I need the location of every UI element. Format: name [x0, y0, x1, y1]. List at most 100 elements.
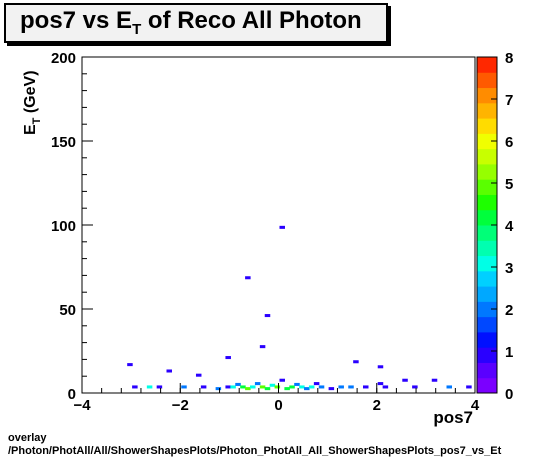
color-scale-swatch: [477, 72, 497, 89]
chart: −4 −2 0 2 4 0 50 100 150 200 0 1 2 3 4 5 6 7 8 pos7 ET (G…: [22, 50, 514, 427]
heatmap-cell: [338, 385, 344, 389]
x-tick-label: 4: [471, 397, 480, 414]
color-scale-swatch: [477, 347, 497, 363]
plot-frame: [81, 56, 476, 394]
heatmap-cell: [245, 276, 251, 280]
z-tick-label: 5: [505, 176, 513, 193]
heatmap-cell: [299, 385, 305, 389]
y-axis-label: ET (GeV): [22, 70, 43, 135]
heatmap-cell: [127, 363, 133, 367]
heatmap-cell: [166, 369, 172, 373]
heatmap-cell: [348, 385, 354, 389]
heatmap-cell: [377, 382, 384, 386]
heatmap-cell: [259, 345, 266, 349]
heatmap-cell: [259, 385, 266, 389]
y-tick-label: 200: [51, 50, 76, 67]
heatmap-cell: [215, 387, 222, 391]
heatmap-cell: [264, 314, 271, 318]
z-tick-label: 0: [505, 386, 513, 403]
footer-line-2: /Photon/PhotAll/All/ShowerShapesPlots/Ph…: [8, 445, 502, 457]
x-tick-label: −4: [73, 397, 91, 414]
heatmap-cell: [279, 225, 285, 229]
heatmap-cell: [402, 378, 408, 382]
color-scale-swatch: [477, 209, 497, 226]
heatmap-cell: [235, 382, 241, 386]
y-tick-label: 100: [51, 218, 76, 235]
heatmap-cell: [466, 385, 472, 389]
color-scale-swatch: [477, 225, 497, 241]
heatmap-cell: [382, 385, 389, 389]
heatmap-cell: [313, 382, 320, 386]
heatmap-cell: [225, 385, 231, 389]
color-scale-swatch: [477, 331, 497, 348]
heatmap-cell: [377, 365, 384, 369]
heatmap-cell: [254, 382, 261, 386]
z-tick-label: 6: [505, 134, 513, 151]
z-tick-label: 2: [505, 302, 513, 319]
heatmap-cell: [269, 383, 276, 387]
color-scale-swatch: [477, 270, 497, 287]
heatmap-cell: [431, 378, 438, 382]
heatmap-cell: [250, 385, 256, 389]
x-tick-label: 2: [373, 397, 381, 414]
color-scale-swatch: [477, 148, 497, 165]
heatmap-cell: [412, 385, 418, 389]
heatmap-cell: [274, 385, 281, 389]
color-scale-swatch: [477, 286, 497, 302]
z-tick-label: 1: [505, 344, 513, 361]
color-scale-swatch: [477, 179, 497, 195]
color-scale-swatch: [477, 255, 497, 272]
heatmap-cell: [353, 360, 359, 364]
color-scale-swatch: [477, 194, 497, 211]
axes: −4 −2 0 2 4 0 50 100 150 200: [51, 50, 480, 414]
color-scale-swatch: [477, 301, 497, 318]
y-tick-label: 0: [68, 386, 76, 403]
color-scale-swatch: [477, 102, 497, 119]
color-scale-swatch: [477, 362, 497, 379]
z-tick-label: 7: [505, 92, 513, 109]
z-tick-label: 8: [505, 50, 513, 67]
heatmap-cell: [446, 385, 453, 389]
y-tick-label: 150: [51, 134, 76, 151]
y-tick-label: 50: [59, 302, 76, 319]
heatmap-cell: [181, 385, 187, 389]
heatmap-cell: [304, 387, 310, 391]
color-scale-swatch: [477, 133, 497, 150]
color-scale-swatch: [477, 240, 497, 257]
footer-line-1: overlay: [8, 432, 47, 444]
color-scale-swatch: [477, 377, 497, 394]
heatmap-cell: [225, 356, 231, 360]
heatmap-cell: [200, 385, 207, 389]
color-scale-swatch: [477, 316, 497, 333]
x-tick-label: −2: [172, 397, 189, 414]
heatmap-cell: [195, 373, 202, 377]
heatmap-cell: [284, 387, 290, 391]
heatmap-cell: [362, 385, 369, 389]
heatmap-cell: [245, 387, 251, 391]
footer: overlay /Photon/PhotAll/All/ShowerShapes…: [8, 432, 546, 458]
z-tick-label: 3: [505, 260, 513, 277]
title-box: pos7 vs ET of Reco All Photon: [4, 3, 388, 43]
heatmap-cell: [156, 385, 163, 389]
color-scale: 0 1 2 3 4 5 6 7 8: [476, 50, 514, 403]
z-tick-label: 4: [505, 218, 514, 235]
color-scale-swatch: [477, 87, 497, 104]
heatmap-cell: [230, 385, 236, 389]
x-tick-label: 0: [274, 397, 282, 414]
color-scale-swatch: [477, 57, 497, 73]
heatmap-cell: [328, 387, 335, 391]
heatmap-cell: [240, 385, 246, 389]
color-scale-swatch: [477, 163, 497, 180]
heatmap-cells: [127, 225, 472, 391]
heatmap-cell: [264, 387, 271, 391]
heatmap-cell: [308, 385, 315, 389]
x-axis-label: pos7: [433, 408, 473, 427]
heatmap-cell: [318, 385, 325, 389]
chart-title: pos7 vs ET of Reco All Photon: [20, 7, 362, 38]
heatmap-cell: [132, 385, 138, 389]
heatmap-cell: [289, 385, 295, 389]
heatmap-cell: [279, 378, 285, 382]
heatmap-cell: [294, 382, 300, 386]
color-scale-swatch: [477, 118, 497, 134]
heatmap-cell: [146, 385, 153, 389]
